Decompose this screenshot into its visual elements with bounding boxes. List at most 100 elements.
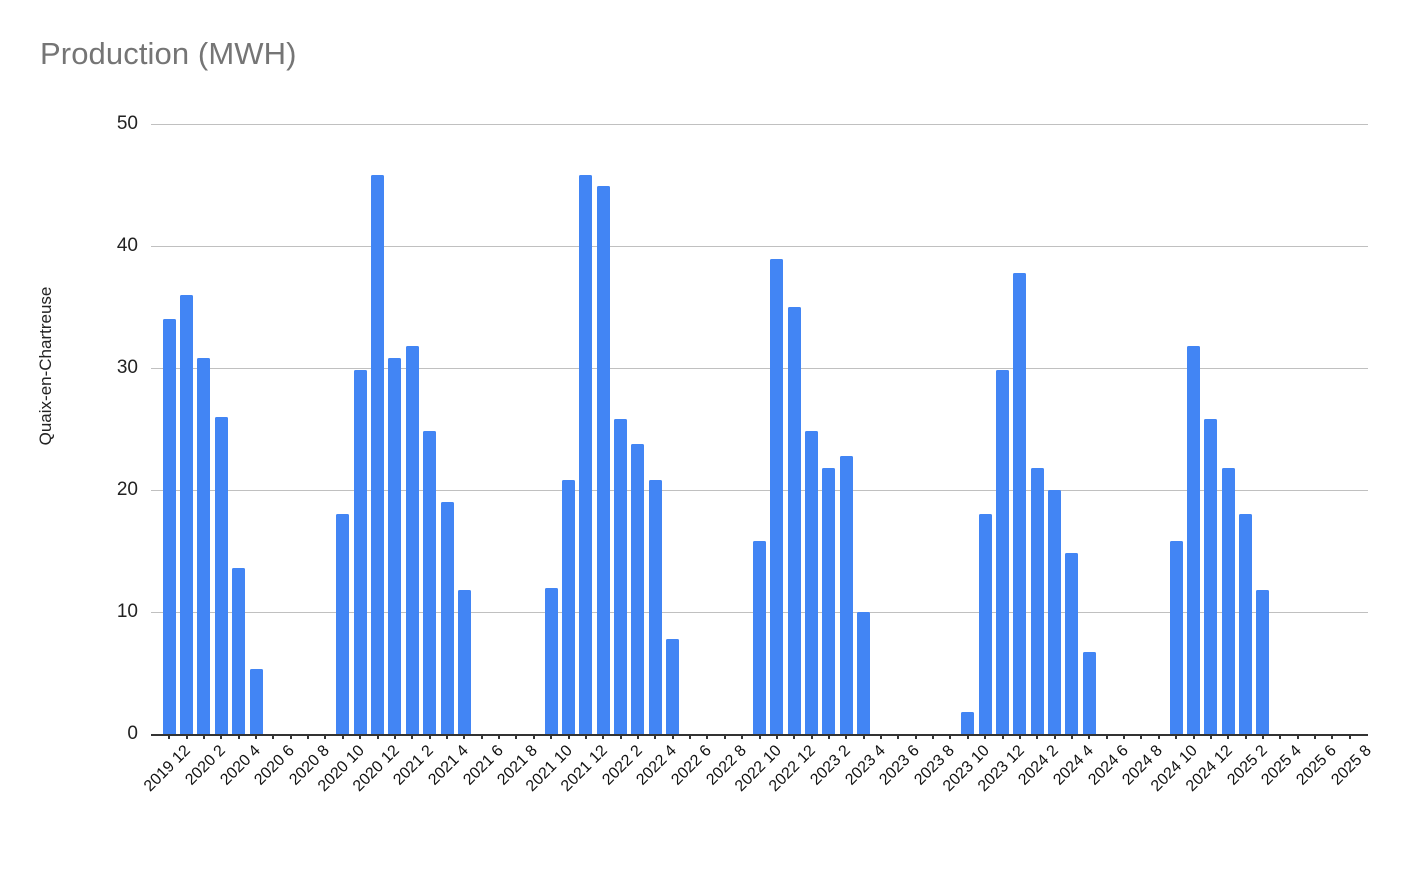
x-axis-tick: [567, 734, 570, 739]
gridline: [151, 368, 1368, 369]
x-axis-tick: [1105, 734, 1108, 739]
bar[interactable]: [596, 186, 610, 734]
y-tick-label: 0: [127, 723, 138, 744]
bar[interactable]: [961, 712, 975, 734]
x-axis-tick: [168, 734, 171, 739]
bar[interactable]: [423, 431, 437, 734]
x-axis-tick: [827, 734, 830, 739]
x-axis-tick: [550, 734, 553, 739]
x-axis-tick: [1018, 734, 1021, 739]
x-axis-tick: [1348, 734, 1351, 739]
x-axis-tick: [845, 734, 848, 739]
bar[interactable]: [1256, 590, 1270, 734]
x-axis-tick: [272, 734, 275, 739]
x-axis-tick: [984, 734, 987, 739]
x-axis-tick: [532, 734, 535, 739]
bar[interactable]: [1013, 272, 1027, 734]
y-tick-label: 30: [116, 357, 138, 378]
y-tick-label: 50: [116, 113, 138, 134]
bar[interactable]: [787, 307, 801, 734]
x-axis-tick: [237, 734, 240, 739]
x-axis-tick: [1175, 734, 1178, 739]
bar[interactable]: [562, 480, 576, 734]
x-axis-tick: [602, 734, 605, 739]
bar[interactable]: [857, 612, 871, 734]
bar[interactable]: [232, 568, 246, 734]
bar[interactable]: [1169, 541, 1183, 734]
x-axis-tick: [393, 734, 396, 739]
bar[interactable]: [336, 514, 350, 734]
x-axis-tick: [307, 734, 310, 739]
x-axis-labels: 2019 12 2020 2 2020 4 2020 6 2020 8 2020 10 20…: [141, 740, 1374, 870]
bar[interactable]: [1221, 468, 1235, 734]
x-axis-tick: [446, 734, 448, 739]
bar[interactable]: [1065, 553, 1079, 734]
x-axis-tick: [914, 734, 917, 739]
x-axis-tick: [1070, 734, 1073, 739]
x-axis-tick: [1279, 734, 1282, 739]
bar[interactable]: [214, 416, 228, 734]
x-axis-tick: [1001, 734, 1004, 739]
bar[interactable]: [197, 358, 211, 734]
bar[interactable]: [996, 370, 1010, 734]
bar[interactable]: [388, 358, 402, 734]
x-axis-tick: [966, 734, 969, 739]
bar[interactable]: [1082, 652, 1096, 734]
chart-container: Production (MWH) Quaix-en-Chartreuse 0 10…: [36, 36, 1375, 870]
bar[interactable]: [353, 370, 367, 734]
x-axis-tick: [1123, 734, 1126, 739]
bar[interactable]: [249, 669, 263, 734]
x-axis-tick: [1227, 734, 1230, 739]
bar[interactable]: [666, 638, 680, 734]
bar[interactable]: [648, 480, 662, 734]
x-axis-tick: [880, 734, 883, 739]
bar[interactable]: [631, 443, 645, 734]
bar[interactable]: [579, 175, 593, 734]
bar[interactable]: [544, 587, 558, 734]
bar[interactable]: [753, 541, 766, 734]
x-axis-tick: [949, 734, 952, 739]
x-axis-tick: [359, 734, 362, 739]
bar[interactable]: [1187, 346, 1201, 734]
bar[interactable]: [614, 419, 628, 734]
bar[interactable]: [1204, 419, 1218, 734]
y-tick-label: 10: [116, 601, 138, 622]
x-axis-tick: [515, 734, 518, 739]
bar[interactable]: [180, 294, 194, 734]
bar[interactable]: [405, 346, 419, 734]
bar[interactable]: [1048, 490, 1062, 734]
x-axis-tick: [1331, 734, 1334, 739]
x-axis-tick: [255, 734, 258, 739]
bar[interactable]: [440, 502, 454, 734]
x-axis-tick: [1314, 734, 1317, 739]
x-axis-tick: [654, 734, 657, 739]
bar[interactable]: [822, 468, 836, 734]
bar[interactable]: [839, 455, 853, 734]
x-axis-tick: [220, 734, 223, 739]
bar[interactable]: [1030, 468, 1044, 734]
x-axis-tick: [202, 734, 205, 739]
y-tick-label: 20: [116, 479, 138, 500]
x-axis-tick: [706, 734, 709, 739]
bar[interactable]: [1239, 514, 1253, 734]
x-axis-tick: [498, 734, 501, 739]
x-axis-tick: [897, 734, 900, 739]
x-axis-tick: [619, 734, 622, 739]
x-axis-tick: [1036, 734, 1039, 739]
bar[interactable]: [770, 259, 784, 734]
bar[interactable]: [978, 514, 992, 734]
bar[interactable]: [371, 175, 385, 734]
x-axis-tick: [932, 734, 935, 739]
x-axis-tick: [636, 734, 639, 739]
x-axis-tick: [428, 734, 431, 739]
x-axis-tick: [810, 734, 813, 739]
bar[interactable]: [457, 590, 471, 734]
x-axis-tick: [411, 734, 414, 739]
x-axis-tick: [1296, 734, 1299, 739]
bar[interactable]: [162, 319, 176, 734]
x-axis-tick: [1261, 734, 1264, 739]
chart-title: Production (MWH): [40, 36, 297, 71]
gridline: [151, 246, 1368, 247]
bar[interactable]: [805, 431, 819, 734]
x-axis-tick: [341, 734, 344, 739]
